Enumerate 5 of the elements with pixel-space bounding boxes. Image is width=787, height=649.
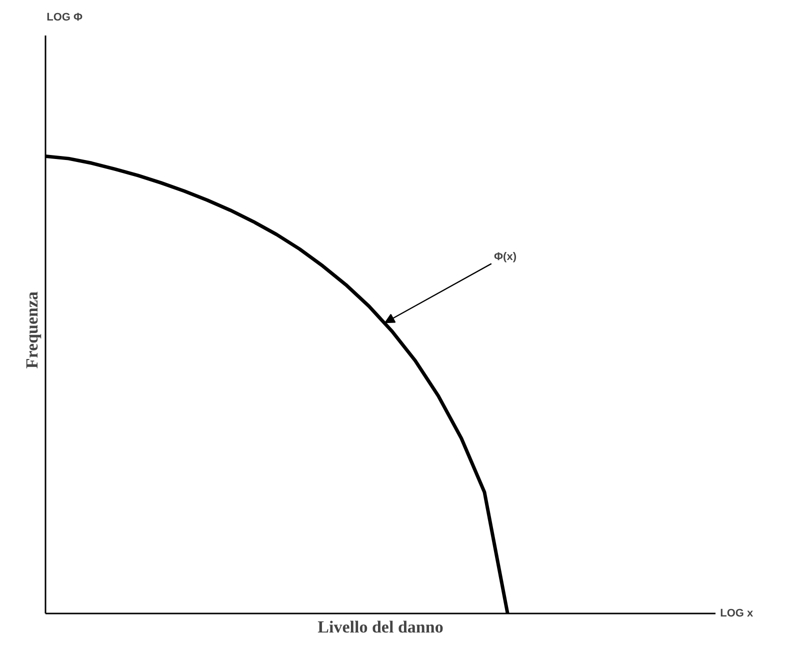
annotation: Φ(x) [494,250,517,263]
text: LOG x [720,607,754,620]
text: LOG Φ [46,12,83,24]
x-axis-title: Livello del danno [318,618,444,636]
y-axis-title: Frequenza [22,290,42,369]
